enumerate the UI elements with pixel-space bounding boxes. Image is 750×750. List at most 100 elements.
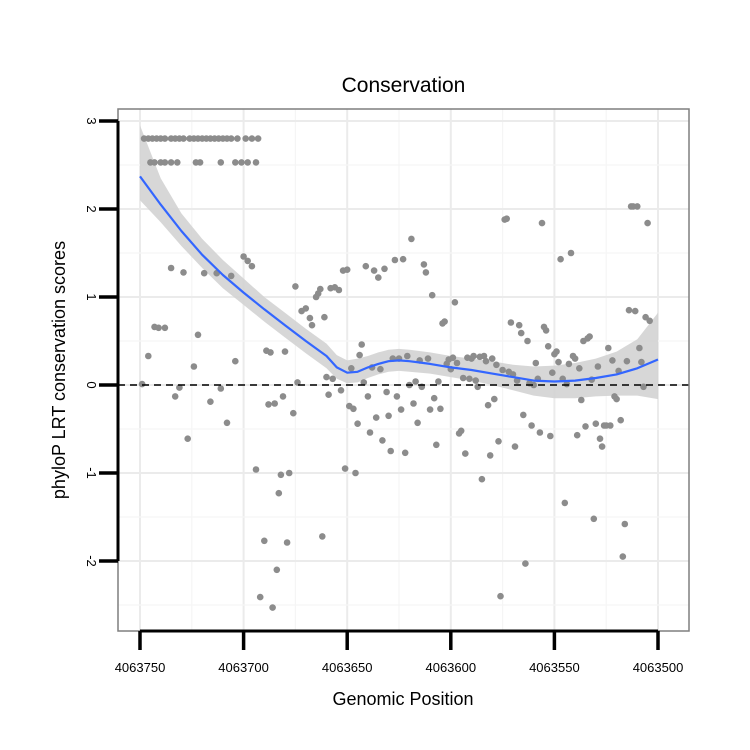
data-point (486, 452, 494, 459)
data-point (234, 135, 241, 142)
data-point (155, 324, 162, 332)
data-point (325, 391, 332, 399)
data-point (180, 269, 187, 276)
data-point (451, 299, 459, 306)
data-point (482, 357, 490, 365)
x-tick-label: 4063600 (425, 660, 476, 675)
smooth-line (139, 175, 659, 383)
data-point (524, 337, 531, 345)
x-tick-label: 4063500 (633, 660, 684, 675)
data-point (567, 249, 575, 257)
data-point (176, 384, 183, 391)
data-points (138, 135, 653, 611)
data-point (366, 429, 374, 436)
data-point (536, 429, 544, 436)
data-point (491, 395, 498, 403)
data-point (401, 449, 409, 457)
data-point (549, 369, 556, 377)
data-point (609, 357, 616, 364)
data-point (377, 365, 384, 373)
data-point (542, 327, 550, 334)
data-point (161, 159, 169, 166)
y-tick-label: 0 (84, 381, 99, 388)
data-point (151, 159, 158, 166)
data-point (223, 419, 231, 427)
data-point (248, 135, 256, 142)
data-point (644, 219, 651, 227)
data-point (466, 375, 473, 383)
data-point (576, 365, 583, 372)
data-point (238, 159, 245, 166)
data-point (499, 366, 506, 374)
data-point (571, 355, 579, 362)
data-point (530, 381, 537, 389)
data-point (470, 352, 477, 360)
data-point (321, 313, 328, 321)
data-point (634, 203, 641, 210)
data-point (598, 443, 606, 450)
y-tick-label: 2 (84, 205, 99, 212)
data-point (381, 265, 388, 273)
data-point (522, 560, 529, 567)
data-point (528, 422, 535, 429)
data-point (364, 393, 372, 400)
data-point (484, 401, 492, 409)
data-point (495, 438, 502, 445)
data-point (420, 261, 428, 268)
data-point (538, 219, 546, 227)
data-point (254, 135, 262, 142)
data-point (323, 373, 330, 381)
data-point (277, 471, 285, 479)
data-point (399, 255, 407, 263)
data-point (242, 135, 249, 142)
data-point (372, 414, 380, 421)
data-point (636, 344, 643, 352)
data-point (232, 159, 239, 166)
data-point (356, 351, 363, 359)
data-point (449, 354, 457, 362)
data-point (573, 431, 581, 439)
data-point (631, 307, 639, 315)
data-point (520, 411, 527, 419)
data-point (317, 285, 324, 293)
data-point (638, 358, 645, 366)
data-point (360, 379, 368, 386)
y-tick-label: 1 (84, 293, 99, 300)
data-point (430, 394, 438, 402)
data-point (252, 466, 260, 473)
data-point (561, 499, 569, 507)
data-point (290, 409, 297, 417)
y-tick-label: -1 (84, 467, 99, 479)
data-point (412, 378, 419, 385)
data-point (283, 539, 291, 546)
data-point (184, 435, 191, 443)
data-point (261, 537, 268, 545)
data-point (426, 406, 434, 413)
data-point (281, 348, 289, 355)
data-point (592, 420, 600, 428)
smooth-line-layer (139, 175, 659, 383)
data-point (308, 321, 316, 329)
data-point (352, 469, 359, 477)
data-point (435, 378, 442, 385)
y-axis-title: phyloP LRT conservation scores (49, 241, 69, 499)
data-point (279, 393, 287, 400)
data-point (547, 432, 554, 440)
data-point (348, 365, 355, 372)
data-point (393, 393, 401, 400)
x-tick-label: 4063550 (529, 660, 580, 675)
data-point (441, 318, 448, 325)
data-point (292, 283, 299, 290)
data-point (493, 361, 500, 369)
data-point (397, 406, 405, 413)
data-point (167, 159, 175, 166)
data-point (553, 348, 560, 355)
x-tick-label: 4063750 (115, 660, 166, 675)
y-tick-label: -2 (84, 555, 99, 567)
data-point (555, 358, 562, 366)
data-point (619, 553, 627, 560)
data-point (319, 533, 326, 540)
data-point (408, 235, 415, 243)
data-point (544, 343, 552, 350)
